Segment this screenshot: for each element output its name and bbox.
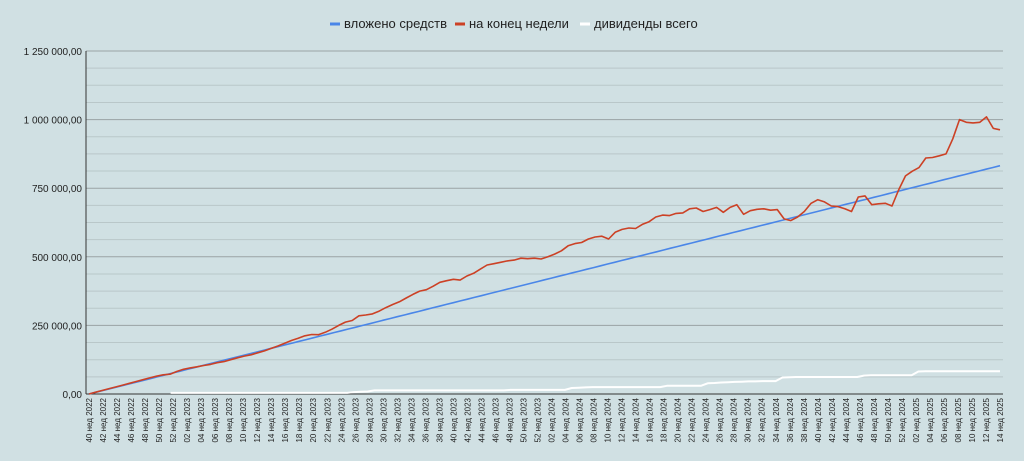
x-tick-label: 44 нед 2023 <box>477 397 486 442</box>
x-tick-label: 10 нед 2025 <box>968 397 977 442</box>
x-tick-label: 26 нед 2023 <box>351 397 360 442</box>
x-tick-label: 38 нед 2023 <box>435 397 444 442</box>
x-tick-label: 18 нед 2023 <box>295 397 304 442</box>
x-tick-label: 34 нед 2023 <box>407 397 416 442</box>
x-tick-label: 48 нед 2024 <box>870 397 879 442</box>
x-tick-label: 40 нед 2022 <box>85 397 94 442</box>
series-line-dividends <box>170 370 1000 394</box>
x-tick-label: 46 нед 2023 <box>491 397 500 442</box>
x-tick-label: 52 нед 2023 <box>533 397 542 442</box>
x-tick-label: 18 нед 2024 <box>660 397 669 442</box>
x-tick-label: 20 нед 2023 <box>309 397 318 442</box>
x-tick-label: 26 нед 2024 <box>716 397 725 442</box>
x-tick-label: 48 нед 2022 <box>141 397 150 442</box>
y-tick-label: 500 000,00 <box>32 253 82 264</box>
y-tick-label: 250 000,00 <box>32 321 82 332</box>
x-tick-label: 40 нед 2024 <box>814 397 823 442</box>
x-tick-label: 08 нед 2025 <box>954 397 963 442</box>
x-tick-label: 30 нед 2023 <box>379 397 388 442</box>
x-tick-label: 04 нед 2023 <box>197 397 206 442</box>
x-tick-label: 42 нед 2023 <box>463 397 472 442</box>
y-tick-label: 0,00 <box>63 390 83 401</box>
x-tick-label: 42 нед 2022 <box>99 397 108 442</box>
y-tick-label: 1 250 000,00 <box>24 47 83 58</box>
x-tick-label: 14 нед 2025 <box>996 397 1005 442</box>
x-tick-label: 02 нед 2025 <box>912 397 921 442</box>
chart-legend: вложено средств на конец недели дивиденд… <box>330 16 698 31</box>
series-line-invested <box>88 164 1001 395</box>
x-tick-label: 02 нед 2024 <box>548 397 557 442</box>
x-tick-label: 12 нед 2023 <box>253 397 262 442</box>
x-tick-label: 50 нед 2023 <box>519 397 528 442</box>
grid-lines <box>86 50 1003 395</box>
x-tick-label: 12 нед 2025 <box>982 397 991 442</box>
x-axis-ticks: 40 нед 2022 42 нед 2022 44 нед 2022 46 нед … <box>85 397 1005 442</box>
x-tick-label: 46 нед 2022 <box>127 397 136 442</box>
x-tick-label: 22 нед 2023 <box>323 397 332 442</box>
x-tick-label: 08 нед 2023 <box>225 397 234 442</box>
x-tick-label: 22 нед 2024 <box>688 397 697 442</box>
x-tick-label: 52 нед 2024 <box>898 397 907 442</box>
x-tick-label: 50 нед 2022 <box>155 397 164 442</box>
x-tick-label: 24 нед 2023 <box>337 397 346 442</box>
x-tick-label: 44 нед 2024 <box>842 397 851 442</box>
x-tick-label: 40 нед 2023 <box>449 397 458 442</box>
x-tick-label: 06 нед 2023 <box>211 397 220 442</box>
x-tick-label: 28 нед 2023 <box>365 397 374 442</box>
x-tick-label: 34 нед 2024 <box>772 397 781 442</box>
x-tick-label: 20 нед 2024 <box>674 397 683 442</box>
x-tick-label: 16 нед 2024 <box>646 397 655 442</box>
x-tick-label: 28 нед 2024 <box>730 397 739 442</box>
x-tick-label: 02 нед 2023 <box>183 397 192 442</box>
x-tick-label: 36 нед 2024 <box>786 397 795 442</box>
x-tick-label: 42 нед 2024 <box>828 397 837 442</box>
x-tick-label: 32 нед 2023 <box>393 397 402 442</box>
legend-label-week-end: на конец недели <box>469 16 569 31</box>
x-tick-label: 08 нед 2024 <box>590 397 599 442</box>
x-tick-label: 46 нед 2024 <box>856 397 865 442</box>
x-tick-label: 16 нед 2023 <box>281 397 290 442</box>
legend-label-invested: вложено средств <box>344 16 447 31</box>
x-tick-label: 06 нед 2025 <box>940 397 949 442</box>
x-tick-label: 38 нед 2024 <box>800 397 809 442</box>
y-tick-label: 750 000,00 <box>32 184 82 195</box>
x-tick-label: 32 нед 2024 <box>758 397 767 442</box>
x-tick-label: 36 нед 2023 <box>421 397 430 442</box>
x-tick-label: 10 нед 2024 <box>604 397 613 442</box>
series-lines <box>88 116 1001 395</box>
y-tick-label: 1 000 000,00 <box>24 116 83 127</box>
x-tick-label: 44 нед 2022 <box>113 397 122 442</box>
x-tick-label: 50 нед 2024 <box>884 397 893 442</box>
y-axis-ticks: 0,00 250 000,00 500 000,00 750 000,00 1 000 … <box>24 47 83 401</box>
x-tick-label: 48 нед 2023 <box>505 397 514 442</box>
x-tick-label: 04 нед 2024 <box>562 397 571 442</box>
x-tick-label: 30 нед 2024 <box>744 397 753 442</box>
x-tick-label: 52 нед 2022 <box>169 397 178 442</box>
x-tick-label: 24 нед 2024 <box>702 397 711 442</box>
x-tick-label: 14 нед 2024 <box>632 397 641 442</box>
legend-label-dividends: дивиденды всего <box>594 16 698 31</box>
x-tick-label: 10 нед 2023 <box>239 397 248 442</box>
series-line-week-end <box>88 116 1001 395</box>
x-tick-label: 12 нед 2024 <box>618 397 627 442</box>
x-tick-label: 04 нед 2025 <box>926 397 935 442</box>
x-tick-label: 14 нед 2023 <box>267 397 276 442</box>
x-tick-label: 06 нед 2024 <box>576 397 585 442</box>
